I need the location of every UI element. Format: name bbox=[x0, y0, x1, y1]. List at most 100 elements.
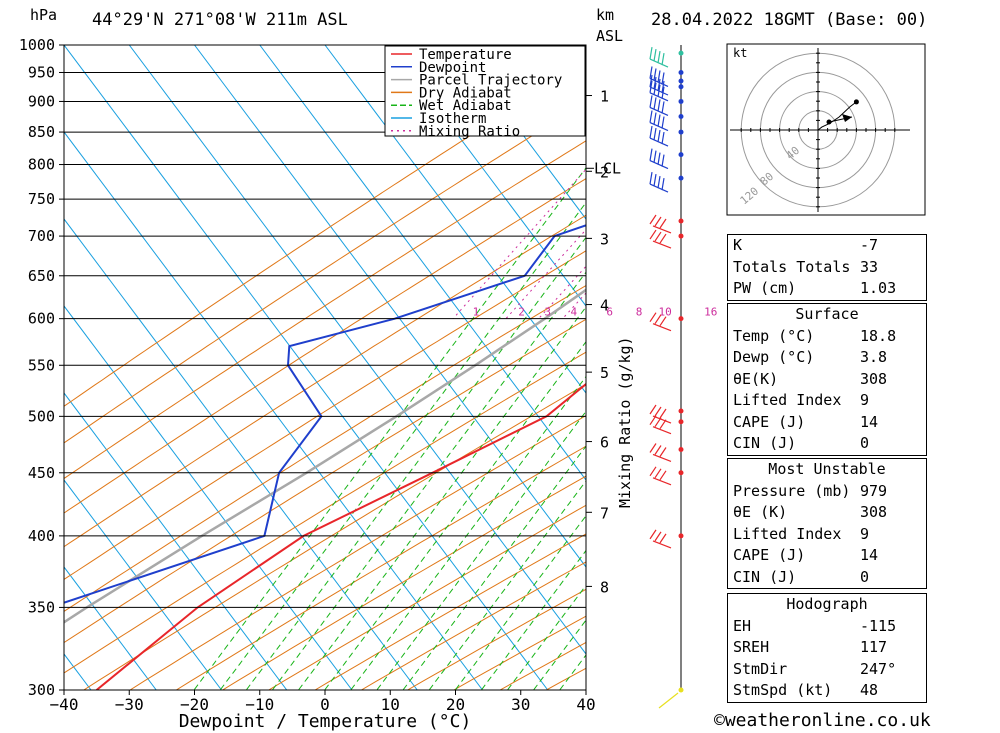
surface-row: θE(K) 308 bbox=[733, 369, 888, 388]
legend-entry: Isotherm bbox=[419, 111, 486, 127]
wind-barb-shaft bbox=[652, 323, 672, 332]
mixing-ratio-axis-title: Mixing Ratio (g/kg) bbox=[616, 336, 634, 508]
wind-barb-flag bbox=[659, 218, 667, 229]
isotherm-line bbox=[64, 45, 549, 690]
wind-level-dot bbox=[678, 218, 684, 224]
wind-barb-flag bbox=[653, 68, 657, 81]
wind-barb-flag bbox=[649, 148, 653, 161]
index-row-pw: PW (cm) 1.03 bbox=[733, 279, 897, 297]
km-tick-label: 6 bbox=[600, 434, 609, 452]
wind-level-dot bbox=[678, 175, 684, 181]
pressure-tick-label: 800 bbox=[28, 156, 55, 174]
wind-barb bbox=[649, 95, 669, 116]
wind-barb-flag bbox=[649, 95, 653, 108]
surface-row: CAPE (J) 14 bbox=[733, 412, 879, 431]
wind-barb bbox=[649, 172, 669, 193]
wind-barb-shaft bbox=[652, 240, 672, 249]
dry-adiabat-line bbox=[129, 414, 586, 690]
wind-barb-shaft bbox=[649, 183, 669, 193]
wind-barb-flag bbox=[661, 80, 665, 94]
wind-barb bbox=[649, 312, 672, 332]
wind-level-dot bbox=[678, 129, 684, 135]
wind-barb-flag bbox=[661, 86, 665, 99]
wind-barb-flag bbox=[649, 443, 657, 453]
wind-level-dot bbox=[678, 98, 684, 104]
temp-tick-label: 40 bbox=[576, 695, 595, 714]
wind-barb-flag bbox=[649, 172, 653, 185]
wind-barb bbox=[649, 110, 669, 132]
temp-tick-label: 20 bbox=[446, 695, 465, 714]
surface-title: Surface bbox=[795, 305, 859, 323]
wind-barb-flag bbox=[653, 112, 657, 125]
isotherm-line bbox=[64, 566, 157, 690]
wind-barb-flag bbox=[661, 72, 665, 85]
pressure-tick-label: 850 bbox=[28, 123, 55, 141]
isotherm-line bbox=[64, 218, 418, 690]
wind-level-dot bbox=[678, 152, 684, 158]
wind-level-dot bbox=[678, 78, 684, 84]
isotherm-line bbox=[64, 131, 483, 690]
mixing-ratio-label: 16 bbox=[704, 306, 717, 319]
wind-barb bbox=[649, 46, 669, 68]
hodograph-row: StmSpd (kt) 48 bbox=[733, 681, 879, 699]
dry-adiabat-line bbox=[64, 214, 586, 548]
wind-barb-flag bbox=[649, 74, 653, 88]
km-tick-label: 4 bbox=[600, 297, 609, 315]
indices-table: K -7 Totals Totals 33 PW (cm) 1.03 bbox=[727, 234, 927, 301]
wind-barb-shaft bbox=[649, 137, 669, 147]
surface-table: Surface Temp (°C) 18.8 Dewp (°C) 3.8 θE(K)… bbox=[727, 303, 927, 456]
wind-barb-flag bbox=[659, 533, 667, 544]
wind-barb-shaft bbox=[649, 58, 669, 68]
pressure-tick-label: 750 bbox=[28, 190, 55, 208]
most-unstable-row: CAPE (J) 14 bbox=[733, 546, 879, 564]
wind-level-dot bbox=[678, 69, 684, 75]
wind-level-dot bbox=[678, 84, 684, 90]
km-tick-label: 1 bbox=[600, 88, 609, 106]
wind-barb bbox=[649, 229, 672, 249]
wind-barb-flag bbox=[659, 233, 667, 244]
hodograph-top-point bbox=[853, 99, 859, 105]
dry-adiabat-line bbox=[64, 318, 586, 644]
wind-barb-shaft bbox=[652, 415, 672, 424]
wind-barb bbox=[649, 529, 672, 549]
wind-barb-flag bbox=[657, 152, 661, 165]
temp-tick-label: 30 bbox=[511, 695, 530, 714]
station-location: 44°29'N 271°08'W 211m ASL bbox=[92, 10, 348, 30]
hodograph-row: StmDir 247° bbox=[733, 659, 897, 678]
wind-barb-flag bbox=[659, 419, 667, 430]
wind-barb-flag bbox=[659, 447, 667, 457]
pressure-unit-label: hPa bbox=[30, 6, 58, 24]
wind-barb-flag bbox=[657, 70, 661, 83]
wind-barb-flag bbox=[661, 116, 665, 129]
pressure-tick-label: 700 bbox=[28, 227, 55, 245]
dry-adiabat-line bbox=[64, 250, 586, 581]
pressure-tick-label: 650 bbox=[28, 267, 55, 285]
surface-row: Lifted Index 9 bbox=[733, 391, 870, 409]
wind-level-dot bbox=[678, 50, 684, 56]
most-unstable-row: Pressure (mb) 979 bbox=[733, 481, 888, 500]
dry-adiabat-line bbox=[175, 445, 586, 690]
temp-tick-label: 0 bbox=[320, 695, 330, 714]
wind-barb-flag bbox=[653, 48, 657, 62]
wind-barb-flag bbox=[661, 131, 665, 145]
pressure-tick-label: 1000 bbox=[19, 36, 55, 54]
wind-barb-flag bbox=[659, 408, 667, 419]
isotherm-line bbox=[0, 45, 26, 690]
km-tick-label: 8 bbox=[600, 578, 609, 596]
surface-row: Temp (°C) 18.8 bbox=[733, 326, 897, 345]
isotherm-line bbox=[389, 45, 586, 307]
wind-barb-shaft bbox=[652, 225, 672, 234]
wind-barb-shaft bbox=[649, 160, 669, 170]
mixing-ratio-label: 3 bbox=[544, 306, 551, 319]
isotherm-line bbox=[259, 45, 586, 481]
legend-entry: Wet Adiabat bbox=[419, 98, 512, 114]
dewpoint-line bbox=[64, 224, 586, 604]
dry-adiabat-line bbox=[221, 475, 586, 690]
surface-row: Dewp (°C) 3.8 bbox=[733, 348, 888, 366]
wind-barb-flag bbox=[649, 214, 657, 225]
x-axis-title: Dewpoint / Temperature (°C) bbox=[179, 711, 472, 732]
wind-barb-flag bbox=[661, 154, 665, 167]
wind-barb-flag bbox=[654, 216, 662, 227]
wind-level-dot bbox=[678, 114, 684, 120]
